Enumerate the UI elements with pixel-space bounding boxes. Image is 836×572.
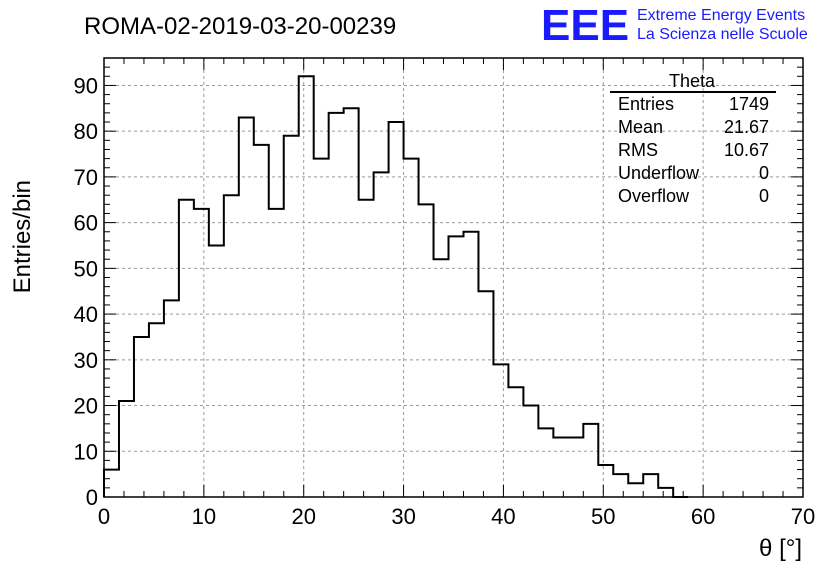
histogram-bins xyxy=(104,76,673,497)
histogram-bin xyxy=(179,200,194,497)
y-tick-label: 50 xyxy=(74,256,98,281)
y-tick-label: 10 xyxy=(74,439,98,464)
y-tick-label: 60 xyxy=(74,211,98,236)
y-tick-label: 90 xyxy=(74,73,98,98)
histogram-bin xyxy=(463,232,478,497)
histogram-bin xyxy=(643,474,658,497)
stats-label-overflow: Overflow xyxy=(618,186,690,206)
histogram-bin xyxy=(209,245,224,497)
histogram-bin xyxy=(104,470,119,497)
y-axis-title: Entries/bin xyxy=(9,180,36,293)
histogram-bin xyxy=(359,200,374,497)
y-tick-label: 20 xyxy=(74,394,98,419)
stats-label-mean: Mean xyxy=(618,117,663,137)
histogram-bin xyxy=(658,488,673,497)
histogram-bin xyxy=(164,300,179,497)
histogram-bin xyxy=(419,204,434,497)
histogram-bin xyxy=(553,438,568,497)
histogram-bin xyxy=(314,159,329,497)
x-tick-label: 50 xyxy=(591,504,615,529)
histogram-bin xyxy=(344,108,359,497)
stats-label-underflow: Underflow xyxy=(618,163,700,183)
histogram-bin xyxy=(149,323,164,497)
histogram-outline xyxy=(103,75,689,498)
histogram-bin xyxy=(119,401,134,497)
stats-value-mean: 21.67 xyxy=(724,117,769,137)
logo-line-1: Extreme Energy Events xyxy=(637,7,805,24)
histogram-bin xyxy=(269,209,284,497)
x-tick-label: 70 xyxy=(791,504,815,529)
x-tick-label: 0 xyxy=(98,504,110,529)
x-tick-labels: 0 10 20 30 40 50 60 70 xyxy=(98,504,815,529)
histogram-bin xyxy=(434,259,449,497)
histogram-bin xyxy=(583,424,598,497)
eee-logo: EEE Extreme Energy Events La Scienza nel… xyxy=(541,1,808,50)
axis-ticks xyxy=(103,57,804,498)
histogram-bin xyxy=(613,474,628,497)
stats-value-entries: 1749 xyxy=(729,94,769,114)
histogram-bin xyxy=(508,387,523,497)
histogram-bin xyxy=(389,122,404,497)
x-tick-label: 60 xyxy=(691,504,715,529)
histogram-bin xyxy=(449,236,464,497)
x-axis-title: θ [°] xyxy=(759,535,802,562)
y-tick-label: 30 xyxy=(74,348,98,373)
stats-label-entries: Entries xyxy=(618,94,674,114)
histogram-bin xyxy=(478,291,493,497)
histogram-bin xyxy=(239,117,254,497)
x-tick-label: 20 xyxy=(291,504,315,529)
histogram-bin xyxy=(404,159,419,497)
x-tick-label: 40 xyxy=(491,504,515,529)
histogram-bin xyxy=(538,428,553,497)
stats-value-rms: 10.67 xyxy=(724,140,769,160)
stats-title: Theta xyxy=(669,71,716,91)
histogram-bin xyxy=(134,337,149,497)
histogram-bin xyxy=(299,76,314,497)
histogram-bin xyxy=(254,145,269,497)
histogram-bin xyxy=(493,364,508,497)
logo-mark: EEE xyxy=(541,1,629,50)
histogram-bin xyxy=(329,113,344,497)
stats-label-rms: RMS xyxy=(618,140,658,160)
chart-title: ROMA-02-2019-03-20-00239 xyxy=(84,13,396,40)
y-tick-label: 80 xyxy=(74,119,98,144)
histogram-bin xyxy=(194,209,209,497)
histogram-bin xyxy=(374,172,389,497)
stats-value-overflow: 0 xyxy=(759,186,769,206)
histogram-bin xyxy=(598,465,613,497)
y-tick-label: 40 xyxy=(74,302,98,327)
x-tick-label: 10 xyxy=(192,504,216,529)
histogram-bin xyxy=(523,406,538,497)
y-tick-labels: 0 10 20 30 40 50 60 70 80 90 xyxy=(74,73,98,510)
y-tick-label: 70 xyxy=(74,165,98,190)
histogram-bin xyxy=(284,136,299,497)
y-tick-label: 0 xyxy=(86,485,98,510)
logo-line-2: La Scienza nelle Scuole xyxy=(637,26,808,43)
x-tick-label: 30 xyxy=(391,504,415,529)
histogram-bin xyxy=(224,195,239,497)
histogram-bin xyxy=(628,483,643,497)
histogram-bin xyxy=(568,438,583,497)
stats-value-underflow: 0 xyxy=(759,163,769,183)
stats-box: Theta Entries 1749 Mean 21.67 RMS 10.67 … xyxy=(610,71,776,206)
